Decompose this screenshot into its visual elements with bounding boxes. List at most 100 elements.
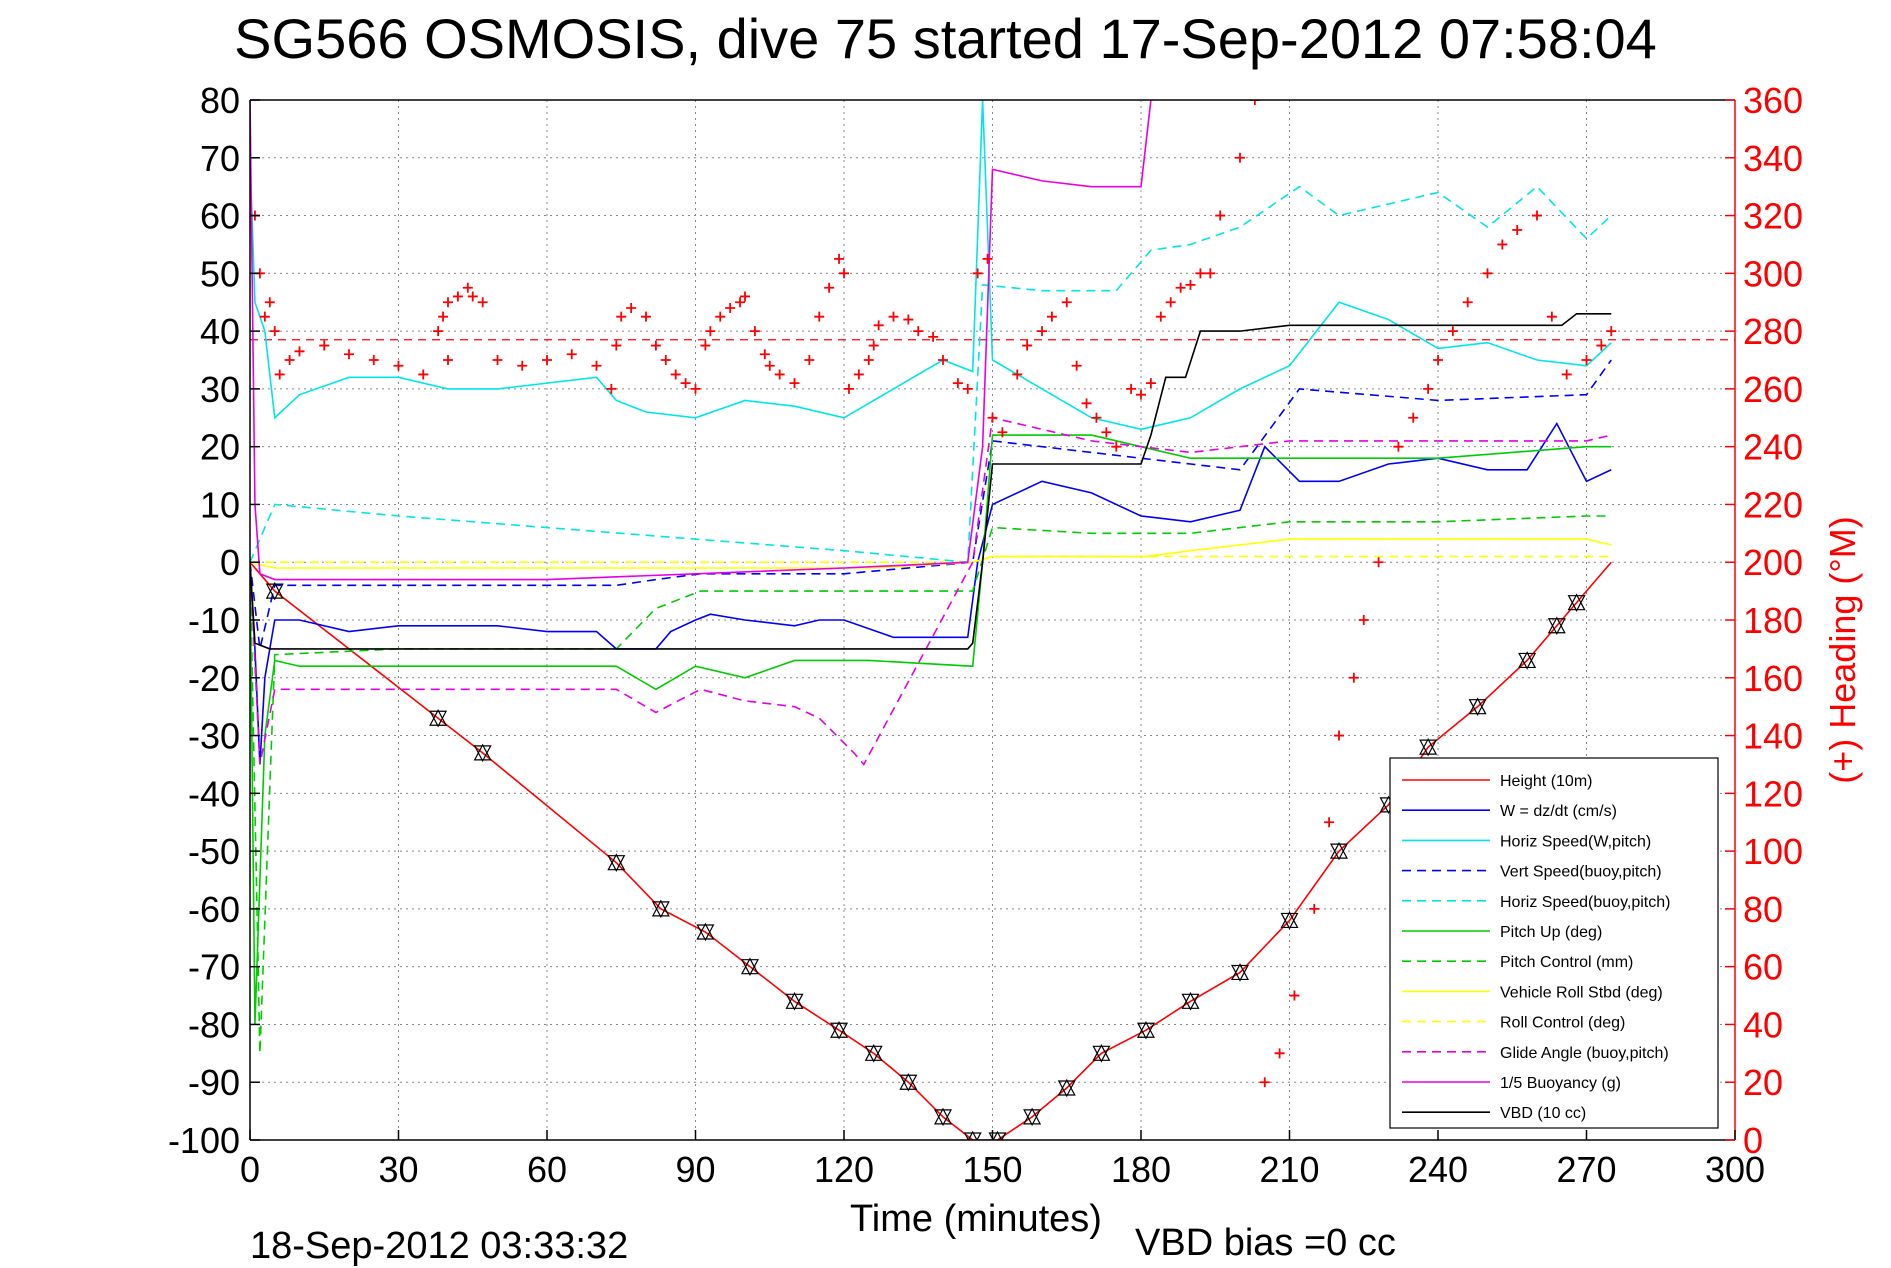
heading-point bbox=[1581, 355, 1592, 365]
y2-tick-label: 120 bbox=[1743, 773, 1803, 814]
series-line bbox=[250, 100, 1612, 431]
height-marker bbox=[607, 855, 626, 872]
heading-point bbox=[443, 297, 453, 308]
legend-label: Horiz Speed(W,pitch) bbox=[1500, 833, 1651, 850]
heading-point bbox=[294, 346, 305, 357]
legend-label: Pitch Up (deg) bbox=[1500, 924, 1602, 941]
heading-point bbox=[735, 297, 746, 308]
heading-point bbox=[715, 311, 726, 322]
heading-point bbox=[1259, 1077, 1270, 1088]
heading-point bbox=[700, 340, 711, 351]
heading-point bbox=[690, 383, 701, 394]
heading-point bbox=[1037, 326, 1047, 337]
height-marker bbox=[1419, 739, 1438, 757]
heading-point bbox=[611, 340, 622, 351]
y-tick-label: 0 bbox=[220, 542, 240, 583]
heading-point bbox=[1373, 557, 1384, 568]
heading-point bbox=[972, 268, 983, 279]
height-marker bbox=[1231, 964, 1249, 982]
heading-point bbox=[824, 282, 835, 293]
y2-tick-label: 200 bbox=[1743, 542, 1803, 583]
series-line bbox=[250, 434, 1612, 1025]
heading-point bbox=[725, 303, 736, 313]
heading-point bbox=[1348, 672, 1359, 683]
heading-point bbox=[764, 360, 775, 371]
heading-point bbox=[1235, 152, 1245, 163]
height-marker bbox=[934, 1109, 952, 1127]
footer-timestamp: 18-Sep-2012 03:33:32 bbox=[250, 1225, 629, 1267]
y-tick-label: 30 bbox=[200, 369, 240, 410]
height-marker bbox=[988, 1132, 1007, 1140]
heading-point bbox=[1334, 730, 1344, 741]
x-tick-label: 300 bbox=[1705, 1149, 1765, 1190]
heading-point bbox=[1433, 355, 1443, 365]
heading-point bbox=[982, 253, 993, 264]
heading-point bbox=[418, 369, 429, 380]
height-marker bbox=[1547, 618, 1566, 636]
legend-label: Roll Control (deg) bbox=[1500, 1015, 1625, 1032]
heading-point bbox=[868, 340, 879, 351]
heading-point bbox=[616, 311, 627, 322]
heading-point bbox=[626, 303, 637, 313]
heading-point bbox=[452, 291, 463, 302]
heading-point bbox=[997, 427, 1008, 438]
y-tick-label: -40 bbox=[188, 773, 240, 814]
height-marker bbox=[1057, 1080, 1076, 1098]
heading-point bbox=[705, 326, 716, 337]
heading-point bbox=[344, 349, 354, 360]
legend-label: VBD (10 cc) bbox=[1500, 1105, 1586, 1122]
y-tick-label: -90 bbox=[188, 1062, 240, 1103]
height-marker bbox=[785, 993, 804, 1011]
heading-point bbox=[319, 340, 330, 351]
series-line bbox=[250, 312, 1612, 650]
y-tick-label: -30 bbox=[188, 716, 240, 757]
heading-point bbox=[1393, 441, 1404, 452]
y-tick-label: -60 bbox=[188, 889, 240, 930]
y-tick-label: -20 bbox=[188, 658, 240, 699]
heading-point bbox=[542, 355, 552, 365]
heading-point bbox=[843, 383, 854, 394]
x-tick-label: 120 bbox=[814, 1149, 874, 1190]
series-line bbox=[250, 359, 1612, 650]
heading-point bbox=[749, 326, 760, 337]
height-marker bbox=[1092, 1045, 1111, 1063]
heading-point bbox=[952, 378, 963, 389]
heading-point bbox=[1046, 311, 1057, 322]
series-line bbox=[250, 416, 1612, 766]
series-line bbox=[250, 421, 1612, 765]
heading-point bbox=[839, 268, 849, 279]
y-tick-label: 60 bbox=[200, 196, 240, 237]
heading-point bbox=[1081, 398, 1092, 409]
series-line bbox=[250, 555, 1612, 564]
heading-point bbox=[1091, 412, 1102, 423]
heading-point bbox=[903, 314, 914, 325]
heading-point bbox=[1136, 389, 1146, 400]
y2-tick-label: 360 bbox=[1743, 80, 1803, 121]
y2-tick-label: 0 bbox=[1743, 1120, 1763, 1161]
legend-label: Vehicle Roll Stbd (deg) bbox=[1500, 984, 1663, 1001]
heading-point bbox=[1205, 268, 1216, 279]
heading-point bbox=[606, 383, 617, 394]
heading-point bbox=[789, 378, 800, 389]
heading-point bbox=[1546, 311, 1557, 322]
legend-label: Glide Angle (buoy,pitch) bbox=[1500, 1045, 1669, 1062]
y-tick-label: -10 bbox=[188, 600, 240, 641]
heading-point bbox=[467, 291, 478, 302]
height-marker bbox=[265, 583, 284, 601]
y-tick-label: 80 bbox=[200, 80, 240, 121]
y-tick-label: -50 bbox=[188, 831, 240, 872]
y-tick-label: -70 bbox=[188, 947, 240, 988]
heading-point bbox=[1145, 378, 1156, 389]
height-marker bbox=[1330, 843, 1348, 861]
heading-point bbox=[1071, 360, 1082, 371]
height-marker bbox=[1567, 595, 1586, 612]
heading-point bbox=[566, 349, 577, 360]
heading-point bbox=[1101, 427, 1112, 438]
y2-tick-label: 260 bbox=[1743, 369, 1803, 410]
height-marker bbox=[429, 710, 448, 728]
heading-point bbox=[433, 326, 444, 337]
heading-point bbox=[814, 311, 825, 322]
heading-point bbox=[680, 378, 691, 389]
heading-point bbox=[740, 291, 750, 302]
height-marker bbox=[473, 745, 492, 763]
